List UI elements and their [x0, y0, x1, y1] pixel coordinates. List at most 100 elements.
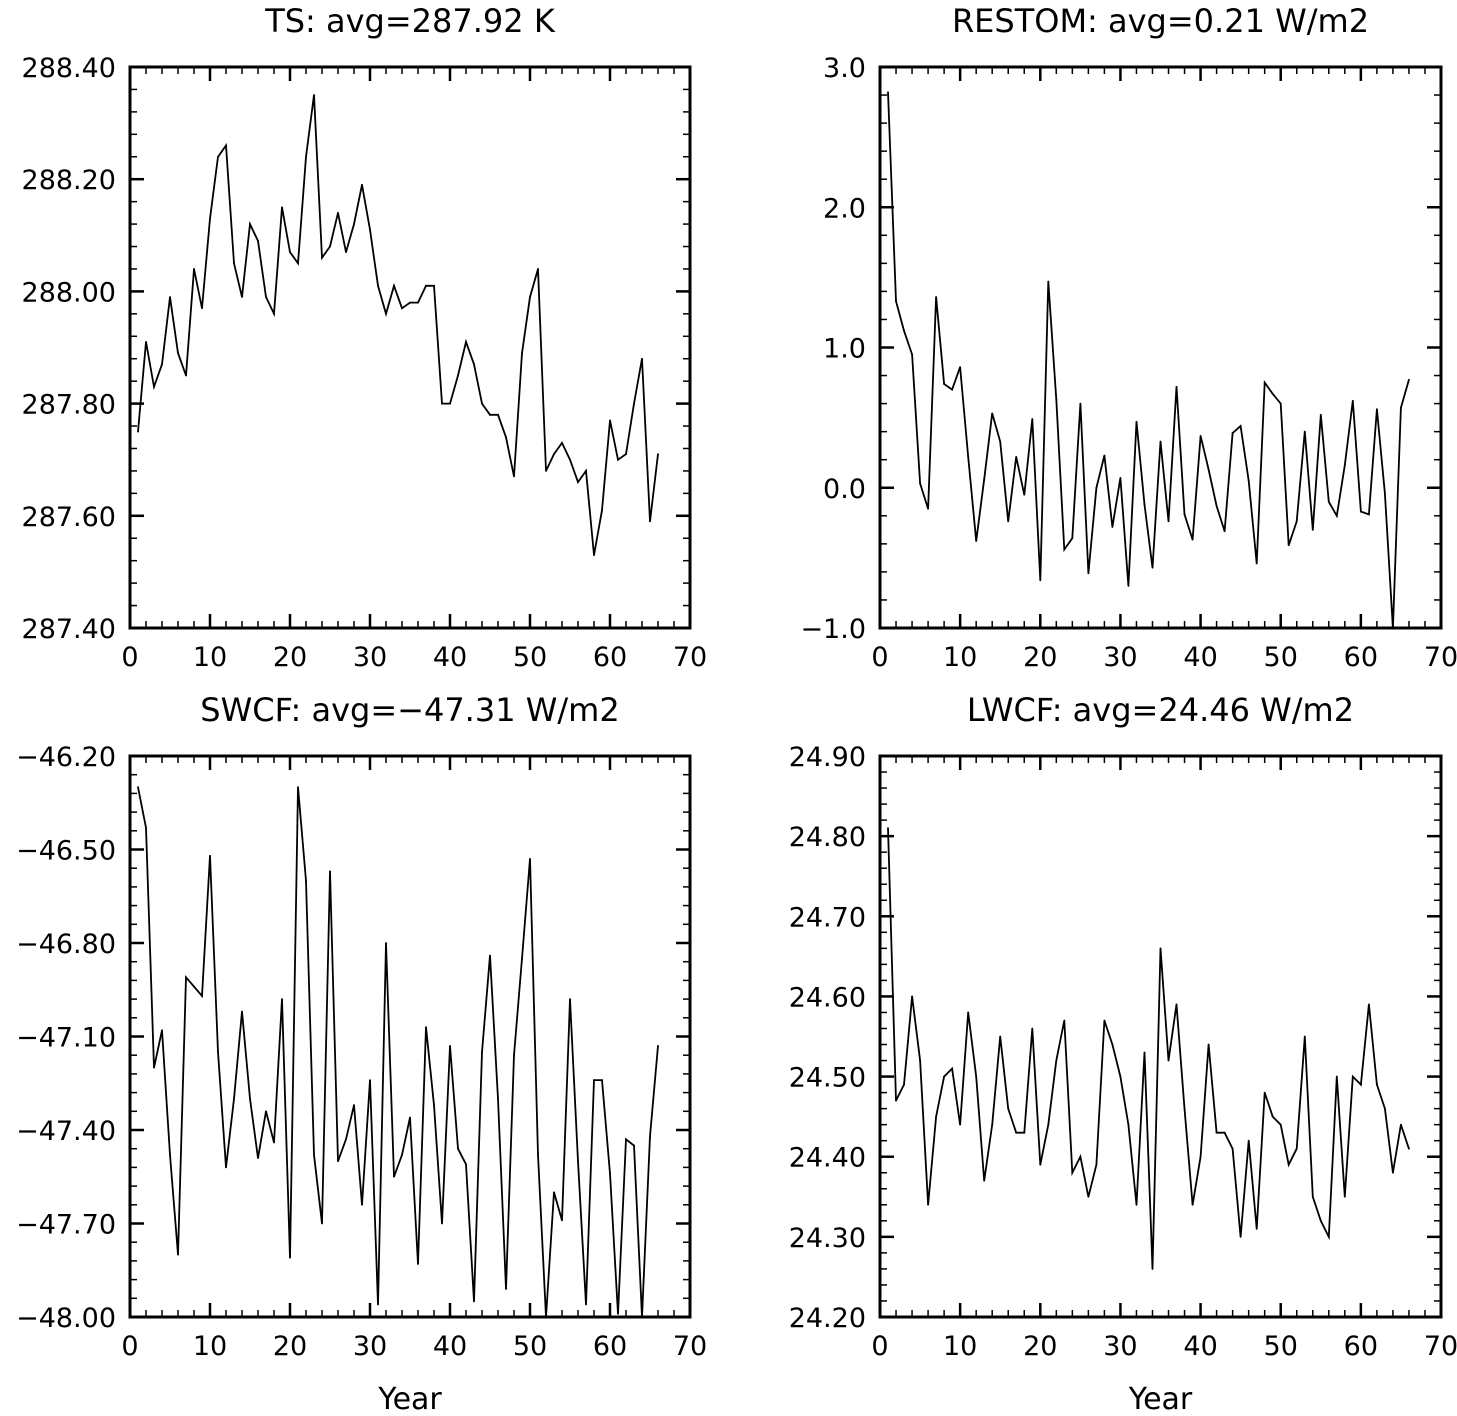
data-point [1119, 1075, 1122, 1078]
x-tick-label: 20 [273, 1331, 307, 1362]
data-point [1351, 399, 1354, 402]
data-point [1103, 454, 1106, 457]
data-point [577, 481, 579, 484]
plot-frame [128, 754, 692, 1319]
x-tick-label: 30 [1103, 642, 1137, 673]
data-point [289, 1256, 291, 1259]
data-point [1119, 477, 1122, 479]
chart-panel-2: SWCF: avg=−47.31 W/m2 0 10 20 30 40 50 60 70 −48.… [16, 691, 707, 1416]
data-point [927, 507, 929, 510]
data-point [959, 366, 962, 369]
y-tick-label: 24.40 [789, 1143, 866, 1174]
data-point [999, 440, 1002, 443]
data-point [1079, 402, 1082, 405]
data-point [919, 1059, 921, 1062]
data-point [601, 509, 603, 512]
data-point [1375, 1083, 1378, 1086]
data-point [401, 307, 403, 310]
data-point [617, 458, 619, 461]
y-tick-label: 0.0 [823, 474, 866, 505]
data-point [497, 413, 499, 416]
data-point [449, 1044, 451, 1047]
data-point [529, 296, 531, 298]
data-point [193, 985, 195, 988]
data-point [1151, 1268, 1154, 1270]
data-point [1263, 1091, 1266, 1094]
plot-frame [878, 754, 1443, 1319]
data-point [465, 340, 467, 343]
data-point [481, 1051, 483, 1053]
data-point [1023, 1131, 1026, 1134]
data-point [1071, 537, 1074, 540]
data-point [1384, 1107, 1386, 1110]
data-point [297, 786, 299, 789]
data-point [273, 1141, 275, 1144]
x-tick-label: 50 [513, 1331, 547, 1362]
data-point [1384, 492, 1386, 495]
data-point [569, 458, 571, 461]
x-tick-label: 50 [1264, 1331, 1298, 1362]
x-tick-label: 20 [1023, 1331, 1057, 1362]
data-point [473, 363, 475, 366]
data-point [1223, 530, 1226, 533]
data-point [249, 1097, 251, 1100]
data-point [145, 826, 147, 829]
x-tick-label: 30 [353, 642, 387, 673]
y-tick-label: 287.80 [22, 390, 116, 421]
data-point [1400, 406, 1402, 409]
data-point [1271, 1115, 1274, 1118]
data-point [943, 1075, 946, 1078]
data-point [911, 353, 913, 356]
y-tick-label: −47.40 [16, 1116, 116, 1147]
chart-title: LWCF: avg=24.46 W/m2 [967, 691, 1354, 729]
data-point [991, 1123, 994, 1126]
data-point [967, 1011, 970, 1014]
data-point [537, 268, 539, 270]
data-point [529, 857, 531, 860]
data-point [1191, 538, 1194, 541]
x-tick-label: 70 [1424, 642, 1457, 673]
y-tick-label: 2.0 [823, 193, 866, 224]
data-point [625, 453, 627, 455]
data-point [1063, 548, 1066, 551]
data-point [641, 1316, 643, 1318]
data-point [265, 296, 267, 298]
data-point [625, 1138, 627, 1141]
data-point [617, 1312, 619, 1315]
data-point [505, 1288, 507, 1290]
data-point [177, 352, 179, 355]
data-point [1159, 440, 1162, 443]
data-point [975, 540, 978, 542]
x-tick-label: 40 [1183, 1331, 1217, 1362]
series-line [137, 787, 659, 1318]
data-point [241, 296, 243, 298]
data-point [895, 300, 897, 303]
data-point [377, 284, 379, 287]
data-point [321, 1222, 323, 1225]
data-point [505, 436, 507, 439]
y-tick-label: −46.20 [16, 742, 116, 773]
data-point [601, 1079, 603, 1082]
data-point [257, 1157, 259, 1159]
data-point [393, 1175, 395, 1178]
data-point [385, 942, 387, 944]
data-point [1400, 1123, 1402, 1126]
data-point [465, 1163, 467, 1166]
data-point [1023, 493, 1026, 496]
y-tick-label: 1.0 [823, 334, 866, 365]
data-point [1351, 1075, 1354, 1078]
data-point [225, 1166, 227, 1169]
data-point [473, 1300, 475, 1303]
data-point [1007, 520, 1010, 523]
data-point [337, 211, 339, 214]
data-point [201, 307, 203, 310]
data-point [345, 251, 347, 254]
data-point [1183, 1107, 1186, 1110]
y-tick-label: 288.00 [22, 277, 116, 308]
data-point [1103, 1019, 1106, 1022]
data-point [513, 475, 515, 478]
data-point [153, 385, 155, 388]
data-point [657, 1044, 659, 1047]
chart-title: SWCF: avg=−47.31 W/m2 [200, 691, 619, 729]
data-point [169, 1154, 171, 1156]
